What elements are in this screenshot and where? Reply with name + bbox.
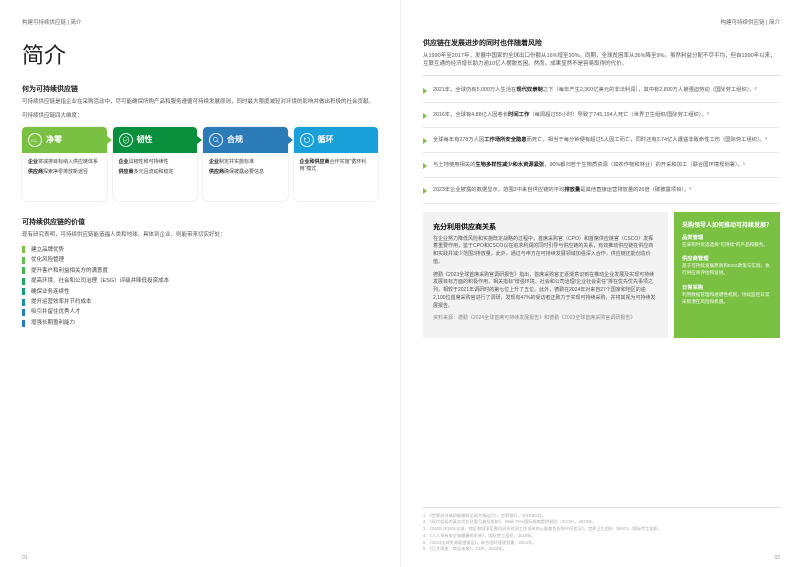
pillar-net-zero: CO₂ 净零 企业将减排目标纳入供应链体系 供应商探索净零排放新途径	[22, 127, 107, 201]
page-title: 简介	[22, 38, 378, 70]
divider	[423, 127, 780, 128]
four-pillars: CO₂ 净零 企业将减排目标纳入供应链体系 供应商探索净零排放新途径 韧性 企业…	[22, 127, 378, 201]
risk-heading: 供应链在发展进步的同时也伴随着风险	[423, 38, 780, 48]
what-is-body: 可持续供应链是指企业在采购活动中，尽可能确保所购产品和服务遵循可持续发展原则，同…	[22, 98, 378, 106]
triangle-icon	[423, 88, 427, 94]
shield-icon	[119, 133, 133, 147]
triangle-icon	[423, 163, 427, 169]
search-icon	[209, 133, 223, 147]
risk-list: 2021年，全球仍有5,000万人生活在现代奴隶制之下（每年产生2,360亿美元…	[423, 86, 780, 204]
sidebar-group: 日常采购利用数据管理和透明性机制，持续监控日常采购潜在风险和机遇。	[682, 283, 772, 306]
pillar-head: CO₂ 净零	[22, 127, 107, 153]
triangle-icon	[423, 113, 427, 119]
footnote: 3. 《2000-2016年全球、地区和国家范围内因长时间工作导致的心脏病负担和…	[423, 526, 780, 533]
pillar-label: 韧性	[137, 134, 153, 145]
pillar-body: 企业将减排目标纳入供应链体系 供应商探索净零排放新途径	[22, 153, 107, 201]
svg-text:CO₂: CO₂	[31, 139, 38, 143]
callout-heading: 充分利用供应商关系	[433, 222, 658, 232]
page-right: 构建可持续供应链 | 简介 供应链在发展进步的同时也伴随着风险 从1990年至2…	[401, 0, 802, 567]
list-item: 与土地使用相关的生物多样性减少和水资源紧张，90%都归咎于生物质资源（如农作物和…	[423, 161, 780, 169]
divider	[423, 102, 780, 103]
list-item: 建立品牌优势	[22, 245, 378, 255]
value-list: 建立品牌优势 优化风险管理 提升客户和利益相关方的满意度 提高环境、社会和公司治…	[22, 245, 378, 329]
footnotes: 1. 《世界经济调研新阐释全球大推动力》，世界银行，2019年8月。 2. 《现…	[423, 507, 780, 553]
bullet-icon	[22, 246, 25, 253]
list-item: 2016年，全球有4.88亿人因卷长时间工作（每周超过55小时）导致了745,1…	[423, 111, 780, 119]
page-number-left: 01	[22, 555, 28, 561]
chevron-right-icon	[288, 136, 293, 144]
pillar-label: 循环	[318, 134, 334, 145]
footnote: 4. 《人人享有安全和健康的未来》，国际劳工组织，2019年。	[423, 533, 780, 540]
chevron-right-icon	[197, 136, 202, 144]
recycle-icon	[300, 133, 314, 147]
divider	[423, 152, 780, 153]
callout-sidebar: 采购领导人如何推动可持续发展？ 品类管理在采购时优选选择"可持续"的产品和服务。…	[674, 212, 780, 339]
what-is-heading: 何为可持续供应链	[22, 84, 378, 94]
page-left: 构建可持续供应链 | 简介 简介 何为可持续供应链 可持续供应链是指企业在采购活…	[0, 0, 401, 567]
divider	[423, 177, 780, 178]
pillar-label: 净零	[46, 134, 62, 145]
triangle-icon	[423, 138, 427, 144]
bullet-icon	[22, 288, 25, 295]
risk-intro: 从1990年至2017年，发展中国家的全球出口份额从16%增至30%。同期，全球…	[423, 52, 780, 69]
page-number-right: 02	[774, 555, 780, 561]
list-item: 提高环境、社会和公司治理（ESG）评级并降低投资成本	[22, 276, 378, 286]
value-body: 现有研究表明，可持续供应链能造福人类和地球。具体到企业，则能带来切实好处：	[22, 231, 378, 239]
header-left: 构建可持续供应链 | 简介	[22, 18, 378, 26]
bullet-icon	[22, 267, 25, 274]
bullet-icon	[22, 257, 25, 264]
callout: 充分利用供应商关系 在企业努力降低风险和实施既定战略的过程中，首席采购官（CPO…	[423, 212, 780, 339]
pillar-head: 循环	[294, 127, 379, 153]
chevron-right-icon	[107, 136, 112, 144]
bullet-icon	[22, 320, 25, 327]
callout-para: 德勤《2023全球首席采购官调研报告》指出，首席采购官正逐渐意识到在推动企业发展…	[433, 272, 658, 311]
triangle-icon	[423, 188, 427, 194]
bullet-icon	[22, 309, 25, 316]
sidebar-group: 品类管理在采购时优选选择"可持续"的产品和服务。	[682, 233, 772, 249]
pillar-compliance: 合规 企业制定并实施标准 供应商确保披露必要信息	[203, 127, 288, 201]
sidebar-group: 供应商管理基于可持续发展原则和ESG政策与实践，执行供应商评估和准进。	[682, 254, 772, 277]
header-left-text: 构建可持续供应链 | 简介	[22, 18, 82, 26]
header-right: 构建可持续供应链 | 简介	[423, 18, 780, 26]
pillar-head: 韧性	[113, 127, 198, 153]
list-item: 增强长期盈利能力	[22, 318, 378, 328]
pillar-resilience: 韧性 企业具韧性和可持续性 供应商多元且流动和稳定	[113, 127, 198, 201]
list-item: 2023年企业披露的数据显示，范围3中来自供应链的平均排放量是其他直接运营排放量…	[423, 186, 780, 194]
list-item: 提升运营效率并节约成本	[22, 297, 378, 307]
pillar-label: 合规	[227, 134, 243, 145]
co2-icon: CO₂	[28, 133, 42, 147]
list-item: 优化风险管理	[22, 255, 378, 265]
list-item: 提升客户和利益相关方的满意度	[22, 266, 378, 276]
divider	[423, 203, 780, 204]
footnote: 6. 《巨大改变：商业未来》，CDP，2024年。	[423, 546, 780, 553]
four-dimensions-line: 可持续供应链四大维度：	[22, 112, 378, 120]
list-item: 全球每年有278万人因工作场所安全隐患而死亡，相当于每分钟便有超过5人因工而亡，…	[423, 136, 780, 144]
list-item: 2021年，全球仍有5,000万人生活在现代奴隶制之下（每年产生2,360亿美元…	[423, 86, 780, 94]
bullet-icon	[22, 299, 25, 306]
list-item: 吸引并留住优秀人才	[22, 307, 378, 317]
pillar-head: 合规	[203, 127, 288, 153]
pillar-circular: 循环 企业和供应商合作实施"循环利用"模式	[294, 127, 379, 201]
callout-source: 资料来源：德勤《2024全球首席可持续发展报告》和德勤《2023全球首席采购官调…	[433, 315, 658, 323]
list-item: 确保业务连续性	[22, 287, 378, 297]
divider	[423, 75, 780, 76]
callout-main: 充分利用供应商关系 在企业努力降低风险和实施既定战略的过程中，首席采购官（CPO…	[423, 212, 668, 339]
sidebar-heading: 采购领导人如何推动可持续发展？	[682, 220, 772, 229]
header-right-text: 构建可持续供应链 | 简介	[721, 18, 781, 26]
callout-para: 在企业努力降低风险和实施既定战略的过程中，首席采购官（CPO）和首席供应链官（C…	[433, 236, 658, 267]
value-heading: 可持续供应链的价值	[22, 217, 378, 227]
bullet-icon	[22, 278, 25, 285]
